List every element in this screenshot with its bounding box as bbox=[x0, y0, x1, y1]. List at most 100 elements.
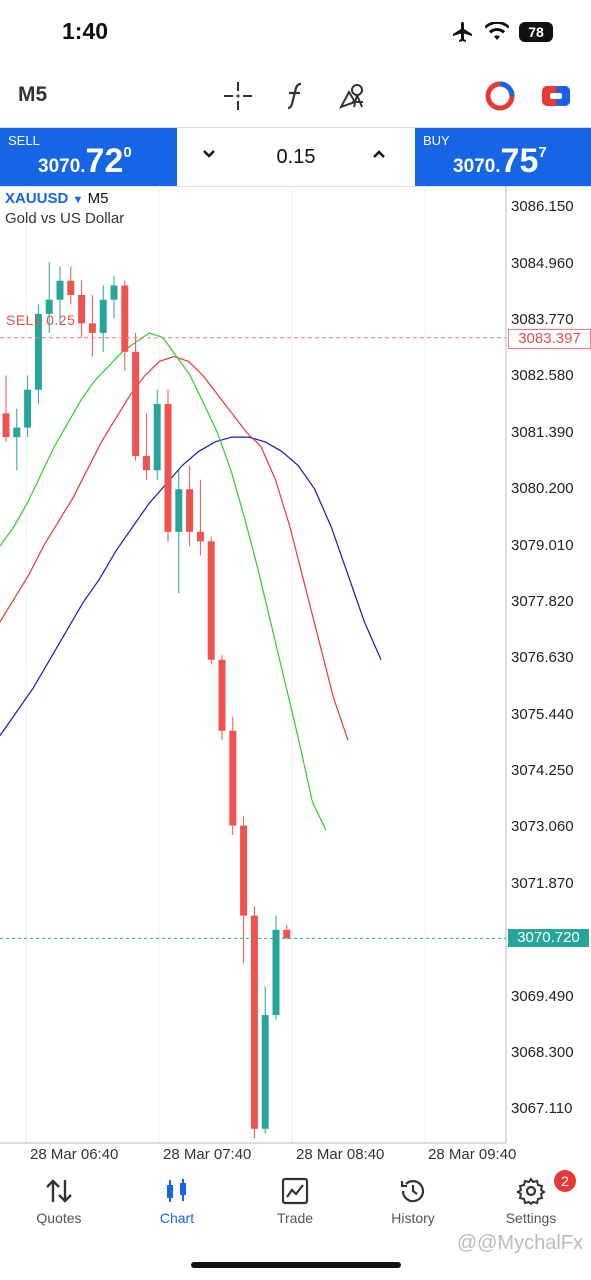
tab-label: Trade bbox=[276, 1210, 314, 1226]
sell-order-label[interactable]: SELL 0.25 bbox=[6, 312, 76, 328]
one-click-trading-icon[interactable] bbox=[484, 80, 516, 112]
candle bbox=[153, 389, 161, 480]
price-axis-label: 3069.490 bbox=[511, 987, 574, 1005]
candle bbox=[250, 906, 258, 1139]
candle bbox=[99, 285, 107, 352]
candle bbox=[142, 413, 150, 480]
candle-body bbox=[229, 730, 237, 826]
price-axis-label: 3073.060 bbox=[511, 818, 574, 836]
candle-body bbox=[207, 541, 215, 660]
candle bbox=[34, 304, 42, 404]
price-axis-label: 3082.580 bbox=[511, 367, 574, 385]
time-axis-label: 28 Mar 09:40 bbox=[428, 1146, 517, 1163]
candle bbox=[207, 536, 215, 665]
price-axis-label: 3081.390 bbox=[511, 423, 574, 441]
status-icons: 78 bbox=[451, 20, 553, 44]
symbol-timeframe: M5 bbox=[87, 190, 109, 207]
airplane-icon bbox=[453, 22, 472, 42]
candle bbox=[110, 276, 118, 319]
price-axis-label: 3068.300 bbox=[511, 1043, 574, 1061]
candle-body bbox=[110, 285, 118, 300]
gear-icon bbox=[516, 1177, 546, 1206]
tab-label: Chart bbox=[159, 1210, 195, 1226]
candle-body bbox=[121, 285, 129, 352]
ma-mid-line bbox=[0, 355, 349, 741]
candle-body bbox=[218, 659, 226, 731]
home-indicator[interactable] bbox=[191, 1262, 401, 1268]
time-axis-label: 28 Mar 07:40 bbox=[163, 1146, 252, 1163]
tab-history[interactable]: History bbox=[354, 1176, 472, 1226]
candle-body bbox=[2, 413, 10, 438]
symbol-name[interactable]: XAUUSD bbox=[5, 190, 69, 207]
candle bbox=[196, 479, 204, 556]
drawing-objects-icon[interactable] bbox=[337, 80, 369, 112]
status-time: 1:40 bbox=[62, 18, 109, 44]
candlestick-icon bbox=[167, 1179, 186, 1202]
price-axis-label: 3080.200 bbox=[511, 480, 574, 498]
tab-settings[interactable]: Settings 2 bbox=[472, 1170, 590, 1226]
buy-price: 3070.757 bbox=[453, 142, 547, 180]
price-axis-label: 3077.820 bbox=[511, 592, 574, 610]
candle bbox=[24, 375, 32, 438]
candle-body bbox=[153, 403, 161, 471]
candle-body bbox=[142, 456, 150, 471]
candle bbox=[229, 716, 237, 836]
buy-button[interactable]: BUY 3070.757 bbox=[415, 128, 591, 186]
symbol-description: Gold vs US Dollar bbox=[5, 210, 125, 227]
chart-area[interactable]: XAUUSD ▼ M5 Gold vs US Dollar SELL 0.25 … bbox=[0, 186, 591, 1168]
symbol-dropdown-icon[interactable]: ▼ bbox=[72, 194, 84, 206]
quotes-arrows-icon bbox=[46, 1179, 72, 1203]
candle-body bbox=[56, 280, 64, 300]
symbol-label[interactable]: XAUUSD ▼ M5 bbox=[5, 190, 108, 207]
tab-chart[interactable]: Chart bbox=[118, 1176, 236, 1226]
candle bbox=[272, 915, 280, 1020]
ma-slow-line bbox=[0, 436, 382, 736]
tab-trade[interactable]: Trade bbox=[236, 1176, 354, 1226]
candle-body bbox=[186, 489, 194, 532]
chevron-up-icon bbox=[373, 150, 385, 158]
price-axis-label: 3076.630 bbox=[511, 649, 574, 667]
price-chart[interactable] bbox=[0, 186, 591, 1168]
candle-body bbox=[88, 323, 96, 333]
candle-body bbox=[45, 299, 53, 314]
candle bbox=[45, 261, 53, 333]
candle bbox=[2, 375, 10, 442]
sell-button[interactable]: SELL 3070.720 bbox=[0, 128, 177, 186]
status-bar: 1:40 78 bbox=[0, 0, 591, 66]
bottom-tab-bar: Quotes Chart Trade History Settings 2 bbox=[0, 1168, 591, 1248]
price-axis-label: 3074.250 bbox=[511, 762, 574, 780]
volume-value[interactable]: 0.15 bbox=[276, 146, 316, 168]
candle bbox=[121, 280, 129, 371]
tab-label: Quotes bbox=[36, 1210, 82, 1226]
sell-price: 3070.720 bbox=[38, 142, 132, 180]
current-price-tag: 3070.720 bbox=[508, 929, 589, 948]
volume-increase-button[interactable] bbox=[372, 145, 386, 166]
volume-decrease-button[interactable] bbox=[202, 145, 216, 166]
candle-body bbox=[67, 280, 75, 295]
chart-toolbar: M5 bbox=[0, 66, 591, 126]
candle bbox=[56, 266, 64, 324]
candle-body bbox=[250, 915, 258, 1129]
wifi-icon bbox=[485, 22, 509, 40]
trade-chart-icon bbox=[281, 1177, 309, 1205]
candle bbox=[175, 470, 183, 594]
battery-icon: 78 bbox=[519, 22, 553, 42]
chevron-down-icon bbox=[203, 150, 215, 158]
price-axis-label: 3086.150 bbox=[511, 198, 574, 216]
candle bbox=[186, 465, 194, 547]
candle bbox=[283, 925, 291, 940]
indicators-function-icon[interactable] bbox=[280, 80, 312, 112]
trade-panel-toggle-icon[interactable] bbox=[540, 80, 572, 112]
candle bbox=[240, 816, 248, 963]
timeframe-button[interactable]: M5 bbox=[18, 83, 48, 106]
crosshair-icon[interactable] bbox=[222, 80, 254, 112]
candle-body bbox=[175, 489, 183, 532]
candle-body bbox=[99, 299, 107, 333]
candle bbox=[88, 294, 96, 357]
candle-body bbox=[261, 1015, 269, 1129]
candle-body bbox=[78, 294, 86, 324]
candle-body bbox=[132, 351, 140, 457]
tab-quotes[interactable]: Quotes bbox=[0, 1176, 118, 1226]
time-axis-label: 28 Mar 06:40 bbox=[30, 1146, 119, 1163]
price-axis-label: 3083.770 bbox=[511, 311, 574, 329]
